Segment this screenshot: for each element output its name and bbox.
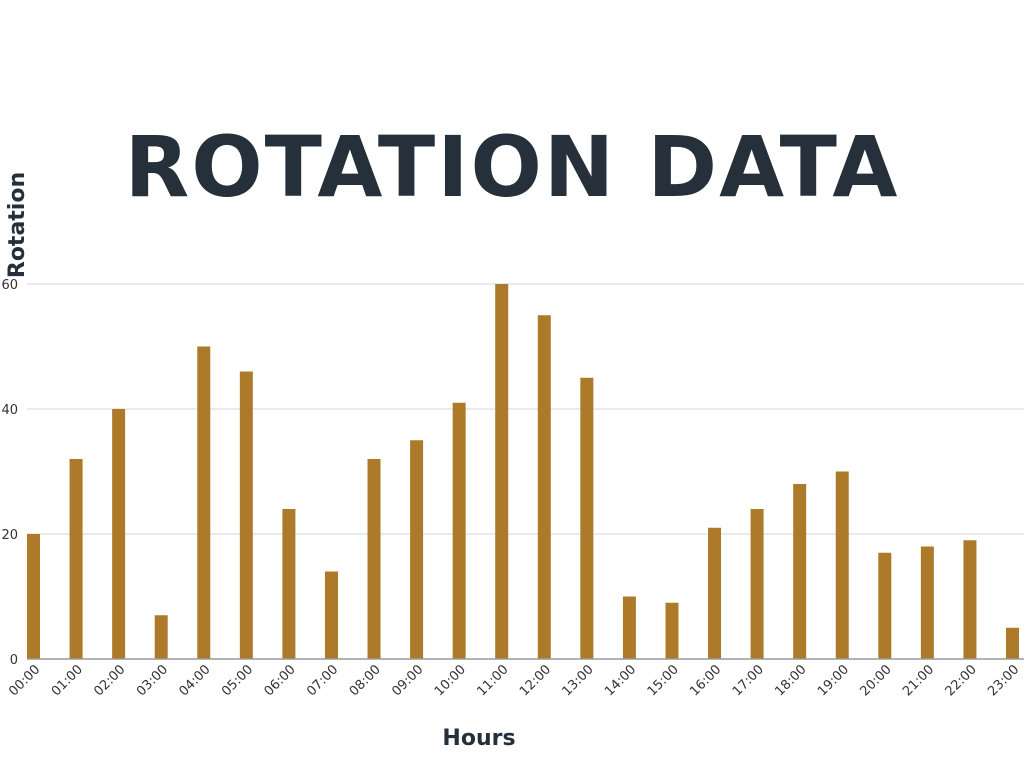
bar	[112, 409, 126, 659]
bar	[665, 602, 679, 659]
bar	[793, 484, 807, 659]
grid-lines	[27, 283, 1024, 535]
x-tick-label: 21:00	[900, 662, 937, 699]
bar	[69, 459, 83, 659]
bar	[495, 284, 509, 659]
x-tick-label: 08:00	[347, 662, 384, 699]
x-tick-label: 22:00	[943, 662, 980, 699]
x-tick-label: 15:00	[645, 662, 682, 699]
x-tick-label: 02:00	[91, 662, 128, 699]
bar	[410, 440, 424, 659]
bar	[750, 509, 764, 659]
x-tick-label: 09:00	[389, 662, 426, 699]
bar	[920, 546, 934, 659]
bar	[367, 459, 381, 659]
x-tick-label: 12:00	[517, 662, 554, 699]
bar	[708, 527, 722, 659]
x-tick-label: 17:00	[730, 662, 767, 699]
x-tick-label: 18:00	[772, 662, 809, 699]
x-tick-label: 06:00	[262, 662, 299, 699]
bar	[197, 346, 211, 659]
bars	[27, 284, 1019, 659]
bar	[622, 596, 636, 659]
x-tick-label: 04:00	[176, 662, 213, 699]
bar	[1006, 627, 1019, 659]
x-tick-label: 01:00	[49, 662, 86, 699]
x-tick-label: 03:00	[134, 662, 171, 699]
bar	[580, 377, 594, 659]
x-tick-labels: 00:00 01:00 02:00 03:00 04:00 05:00 06:00 07:00…	[6, 662, 1022, 699]
bar	[27, 534, 40, 659]
y-tick-label: 0	[10, 653, 18, 668]
bar	[537, 315, 551, 659]
bar	[835, 471, 849, 659]
y-tick-label: 40	[1, 403, 18, 418]
x-tick-label: 10:00	[432, 662, 469, 699]
bar	[282, 509, 296, 659]
x-tick-label: 13:00	[560, 662, 597, 699]
bar	[963, 540, 977, 659]
x-tick-label: 23:00	[985, 662, 1022, 699]
x-tick-label: 20:00	[858, 662, 895, 699]
bar	[324, 571, 338, 659]
x-tick-label: 14:00	[602, 662, 639, 699]
chart-title: ROTATION DATA	[124, 118, 900, 216]
bar	[452, 402, 466, 659]
y-axis-title: Rotation	[5, 172, 30, 278]
x-tick-label: 11:00	[474, 662, 511, 699]
y-tick-label: 60	[1, 278, 18, 293]
x-tick-label: 19:00	[815, 662, 852, 699]
x-tick-label: 07:00	[304, 662, 341, 699]
x-tick-label: 16:00	[687, 662, 724, 699]
y-tick-labels: 0 20 40 60	[1, 278, 18, 668]
bar	[878, 552, 892, 659]
y-tick-label: 20	[1, 528, 18, 543]
bar	[154, 615, 168, 659]
x-axis-title: Hours	[442, 726, 515, 751]
bar	[239, 371, 253, 659]
x-tick-label: 05:00	[219, 662, 256, 699]
